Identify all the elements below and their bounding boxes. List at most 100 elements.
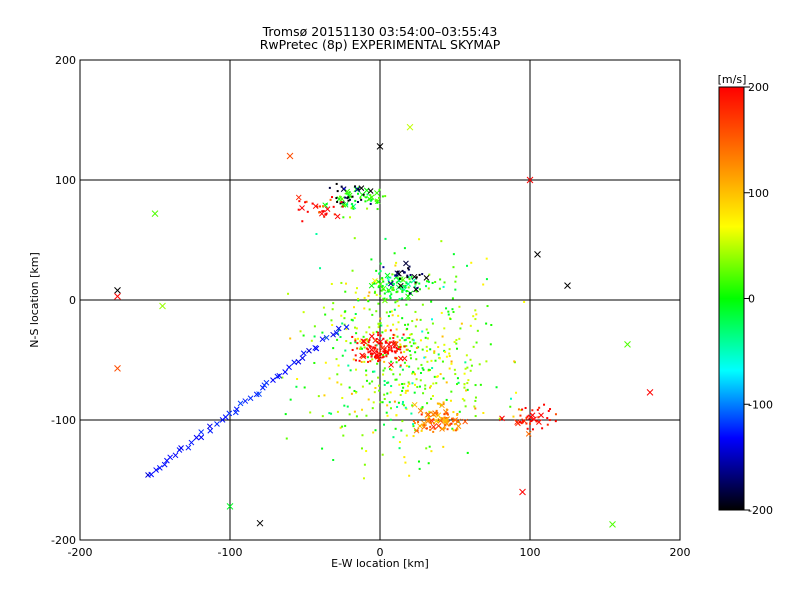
data-point-dot	[416, 385, 419, 388]
data-point-dot	[438, 287, 441, 290]
data-point-dot	[382, 280, 385, 283]
data-point-dot	[412, 342, 415, 345]
data-point-dot	[309, 411, 312, 414]
data-point-dot	[419, 371, 422, 374]
data-point-dot	[336, 190, 339, 193]
data-point-dot	[437, 353, 440, 356]
data-point-dot	[455, 347, 458, 350]
data-point-dot	[399, 364, 402, 367]
colorbar-tick-label: 200	[748, 81, 769, 94]
data-point-x	[361, 338, 368, 345]
data-point-dot	[356, 347, 359, 350]
data-point-dot	[301, 220, 304, 223]
data-point-dot	[366, 207, 369, 210]
data-point-dot	[377, 326, 380, 329]
data-point-dot	[403, 382, 406, 385]
data-point-dot	[331, 196, 334, 199]
data-point-dot	[359, 347, 362, 350]
data-point-dot	[418, 238, 421, 241]
data-point-dot	[353, 237, 356, 240]
data-point-x	[178, 445, 184, 451]
data-point-dot	[430, 318, 433, 321]
data-point-dot	[439, 373, 442, 376]
data-point-dot	[414, 325, 417, 328]
data-point-dot	[401, 289, 404, 292]
data-point-dot	[401, 420, 404, 423]
data-point-x	[534, 251, 541, 258]
data-point-dot	[423, 356, 426, 359]
data-point-dot	[376, 340, 379, 343]
data-point-dot	[394, 301, 397, 304]
data-point-dot	[375, 338, 378, 341]
data-point-dot	[384, 195, 387, 198]
data-point-dot	[392, 436, 395, 439]
data-point-dot	[355, 332, 358, 335]
data-point-dot	[434, 280, 437, 283]
data-point-dot	[340, 201, 343, 204]
data-point-x	[282, 369, 289, 375]
data-point-dot	[417, 420, 420, 423]
data-point-dot	[315, 233, 318, 236]
data-point-dot	[418, 467, 421, 470]
data-point-dot	[465, 354, 468, 357]
grid-lines	[80, 60, 680, 540]
data-point-dot	[390, 385, 393, 388]
data-point-dot	[406, 348, 409, 351]
data-point-dot	[446, 428, 449, 431]
data-point-dot	[415, 281, 418, 284]
data-point-dot	[382, 350, 385, 353]
data-point-dot	[445, 307, 448, 310]
data-point-x	[367, 188, 374, 194]
data-point-x	[359, 352, 366, 359]
data-point-dot	[443, 349, 446, 352]
colorbar	[718, 86, 745, 511]
x-tick-label: 0	[377, 546, 384, 559]
data-point-dot	[538, 406, 541, 409]
data-point-dot	[381, 284, 384, 287]
data-point-dot	[432, 430, 435, 433]
y-axis-label: N-S location [km]	[28, 252, 41, 348]
data-point-dot	[474, 309, 477, 312]
data-point-dot	[354, 391, 357, 394]
data-point-dot	[354, 199, 357, 202]
data-point-dot	[408, 337, 411, 340]
data-point-dot	[348, 413, 351, 416]
data-point-dot	[319, 205, 322, 208]
data-point-dot	[431, 322, 434, 325]
data-point-dot	[513, 360, 516, 363]
data-point-dot	[330, 319, 333, 322]
data-point-dot	[526, 415, 529, 418]
data-point-x	[624, 341, 631, 348]
data-point-dot	[447, 310, 450, 313]
data-point-x	[405, 293, 411, 300]
data-point-x	[214, 421, 220, 427]
data-point-dot	[464, 367, 467, 370]
data-point-dot	[451, 297, 454, 300]
data-point-dot	[515, 391, 518, 394]
data-point-dot	[398, 441, 401, 444]
data-point-dot	[336, 410, 339, 413]
data-point-dot	[347, 199, 350, 202]
data-point-dot	[459, 327, 462, 330]
data-point-dot	[365, 331, 368, 334]
data-point-dot	[386, 276, 389, 279]
data-point-dot	[335, 182, 338, 185]
data-point-dot	[369, 202, 372, 205]
data-point-dot	[316, 205, 319, 208]
data-point-dot	[351, 335, 354, 338]
data-point-x	[374, 198, 381, 205]
y-tick-label: 100	[55, 174, 76, 187]
data-point-dot	[393, 252, 396, 255]
data-point-dot	[392, 333, 395, 336]
y-tick-label: 200	[55, 54, 76, 67]
data-point-dot	[381, 278, 384, 281]
data-point-dot	[376, 362, 379, 365]
data-point-dot	[405, 290, 408, 293]
data-point-dot	[474, 384, 477, 387]
data-point-dot	[361, 385, 364, 388]
data-point-dot	[389, 329, 392, 332]
data-point-dot	[362, 335, 365, 338]
data-point-x	[206, 423, 213, 430]
data-point-dot	[464, 405, 467, 408]
data-point-dot	[351, 348, 354, 351]
